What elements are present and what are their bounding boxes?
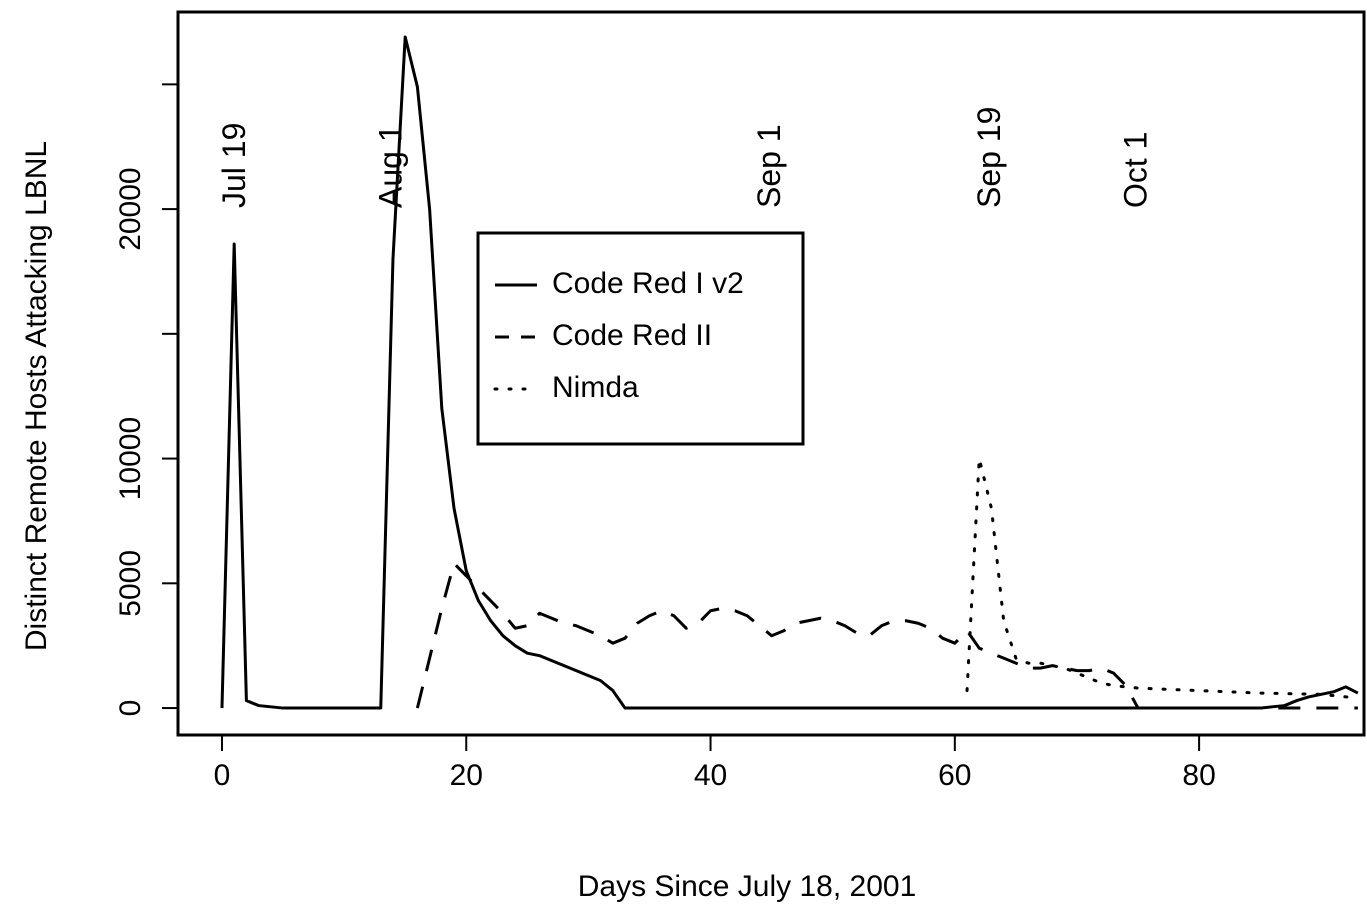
x-tick-label: 40	[694, 759, 727, 792]
y-axis-label: Distinct Remote Hosts Attacking LBNL	[20, 141, 53, 651]
date-annotation: Oct 1	[1117, 132, 1153, 208]
x-tick-label: 0	[214, 759, 231, 792]
y-tick-label: 0	[114, 700, 147, 717]
plot-frame	[176, 10, 1366, 737]
x-axis-label: Days Since July 18, 2001	[578, 870, 917, 903]
series-line	[415, 561, 1358, 710]
date-annotation: Sep 19	[971, 107, 1007, 208]
plot-area	[220, 35, 1360, 710]
x-tick-label: 60	[938, 759, 971, 792]
date-annotation: Aug 1	[372, 124, 408, 208]
legend-label: Code Red II	[552, 319, 712, 352]
date-annotation: Sep 1	[751, 124, 787, 208]
x-tick-label: 80	[1182, 759, 1215, 792]
series-line	[965, 457, 1360, 700]
x-tick-label: 20	[450, 759, 483, 792]
legend-label: Code Red I v2	[552, 267, 744, 300]
legend-label: Nimda	[552, 371, 639, 404]
y-tick-label: 5000	[114, 550, 147, 617]
y-tick-label: 10000	[114, 417, 147, 500]
y-tick-label: 20000	[114, 167, 147, 250]
date-annotation: Jul 19	[216, 123, 252, 208]
